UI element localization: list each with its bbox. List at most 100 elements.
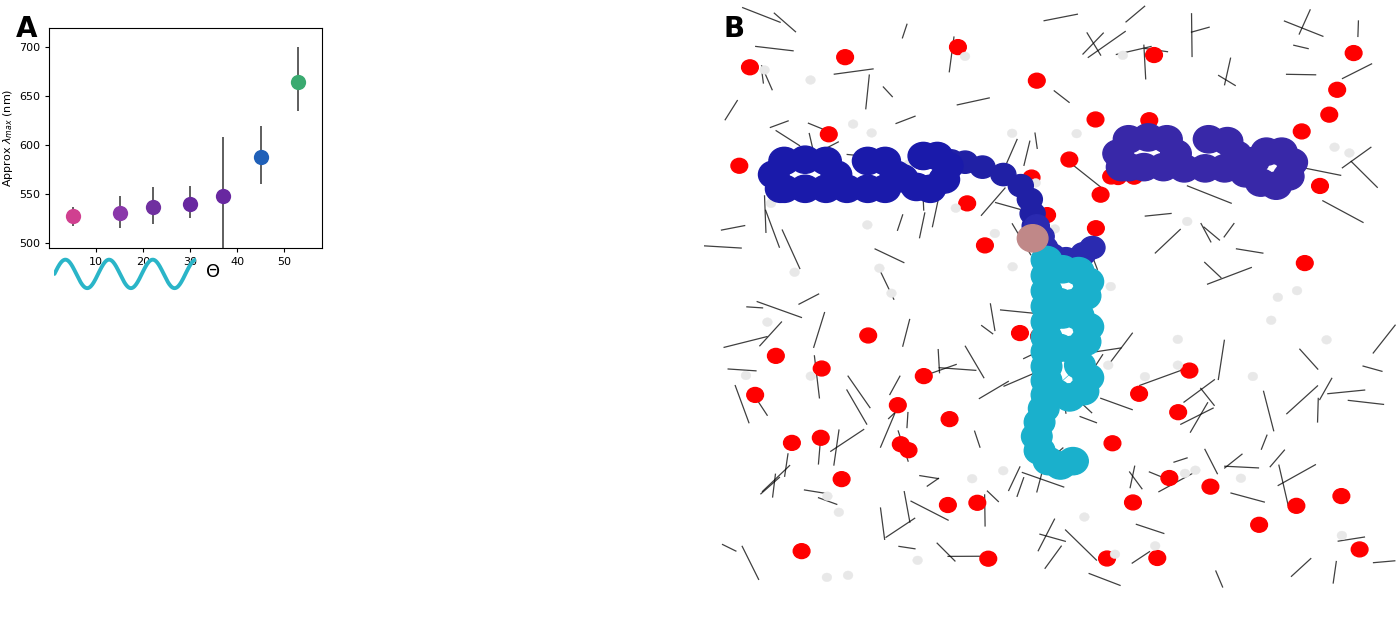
- Circle shape: [1337, 531, 1347, 540]
- Circle shape: [1046, 452, 1075, 479]
- Circle shape: [1294, 124, 1310, 139]
- Circle shape: [1084, 253, 1093, 262]
- Circle shape: [1063, 258, 1093, 285]
- Circle shape: [1151, 542, 1161, 550]
- Circle shape: [746, 387, 763, 402]
- Circle shape: [1119, 51, 1127, 59]
- Circle shape: [1221, 141, 1252, 168]
- Circle shape: [967, 474, 977, 483]
- Text: B: B: [724, 15, 745, 43]
- Circle shape: [900, 443, 917, 457]
- Circle shape: [913, 154, 930, 169]
- Circle shape: [959, 196, 976, 211]
- Circle shape: [811, 147, 841, 175]
- Circle shape: [822, 573, 832, 582]
- Circle shape: [1148, 154, 1179, 181]
- Circle shape: [1054, 384, 1085, 411]
- Circle shape: [1079, 513, 1089, 521]
- Circle shape: [823, 492, 832, 501]
- Circle shape: [1274, 163, 1303, 190]
- Circle shape: [1029, 73, 1046, 88]
- Circle shape: [774, 185, 784, 194]
- Circle shape: [1330, 143, 1340, 152]
- Circle shape: [1246, 169, 1277, 196]
- Circle shape: [805, 76, 815, 84]
- Circle shape: [1044, 334, 1074, 361]
- Circle shape: [790, 146, 820, 173]
- Circle shape: [1103, 361, 1113, 370]
- Circle shape: [1180, 469, 1190, 478]
- Circle shape: [1351, 542, 1368, 557]
- Y-axis label: Approx $\lambda_{max}$ (nm): Approx $\lambda_{max}$ (nm): [0, 89, 14, 187]
- Circle shape: [951, 204, 960, 212]
- Circle shape: [1292, 287, 1302, 295]
- Circle shape: [1040, 379, 1071, 407]
- Circle shape: [1032, 381, 1061, 409]
- Circle shape: [1106, 154, 1137, 181]
- Circle shape: [837, 50, 854, 64]
- Circle shape: [1110, 170, 1127, 184]
- Circle shape: [1140, 372, 1149, 381]
- Circle shape: [1053, 248, 1078, 270]
- Circle shape: [1273, 293, 1282, 301]
- Circle shape: [812, 430, 829, 445]
- Circle shape: [952, 151, 977, 173]
- Circle shape: [888, 165, 918, 192]
- Circle shape: [1022, 423, 1053, 450]
- Circle shape: [820, 161, 851, 188]
- Circle shape: [1007, 129, 1016, 137]
- Circle shape: [1190, 466, 1200, 475]
- Circle shape: [813, 361, 830, 376]
- Circle shape: [1032, 262, 1061, 289]
- Circle shape: [1029, 395, 1058, 422]
- Circle shape: [1212, 128, 1243, 155]
- Circle shape: [1092, 188, 1109, 202]
- Circle shape: [853, 147, 883, 175]
- Circle shape: [1099, 551, 1116, 566]
- Circle shape: [1128, 154, 1159, 181]
- Circle shape: [1210, 155, 1240, 182]
- Circle shape: [1296, 256, 1313, 271]
- Circle shape: [921, 176, 931, 184]
- Circle shape: [1044, 450, 1061, 465]
- Circle shape: [1047, 301, 1078, 328]
- Circle shape: [1322, 107, 1337, 122]
- Circle shape: [1033, 236, 1057, 259]
- Circle shape: [1032, 277, 1061, 305]
- Circle shape: [1277, 149, 1308, 176]
- Circle shape: [860, 328, 876, 343]
- Circle shape: [980, 552, 997, 566]
- Circle shape: [1161, 470, 1177, 485]
- Circle shape: [869, 175, 900, 202]
- Circle shape: [790, 268, 799, 277]
- Circle shape: [766, 199, 776, 208]
- Circle shape: [1152, 126, 1182, 153]
- Circle shape: [1131, 386, 1148, 401]
- Circle shape: [1110, 550, 1120, 558]
- Circle shape: [1345, 46, 1362, 61]
- Circle shape: [769, 147, 799, 175]
- Circle shape: [998, 466, 1008, 475]
- Circle shape: [741, 371, 750, 380]
- Circle shape: [1173, 335, 1183, 344]
- Circle shape: [1008, 262, 1018, 271]
- Circle shape: [1021, 202, 1046, 225]
- Circle shape: [1126, 169, 1142, 184]
- Circle shape: [1061, 152, 1078, 167]
- Circle shape: [1072, 455, 1082, 464]
- Circle shape: [1252, 138, 1282, 165]
- Circle shape: [875, 264, 885, 272]
- Circle shape: [1250, 517, 1267, 532]
- Circle shape: [1063, 302, 1093, 329]
- Circle shape: [991, 163, 1016, 186]
- Circle shape: [1106, 282, 1116, 291]
- Circle shape: [1088, 221, 1105, 236]
- Circle shape: [731, 158, 748, 173]
- Circle shape: [1141, 113, 1158, 128]
- Circle shape: [759, 161, 790, 188]
- Circle shape: [1193, 126, 1224, 153]
- Circle shape: [1018, 225, 1049, 252]
- Circle shape: [1025, 409, 1054, 436]
- Circle shape: [1025, 215, 1050, 237]
- Circle shape: [1029, 225, 1054, 248]
